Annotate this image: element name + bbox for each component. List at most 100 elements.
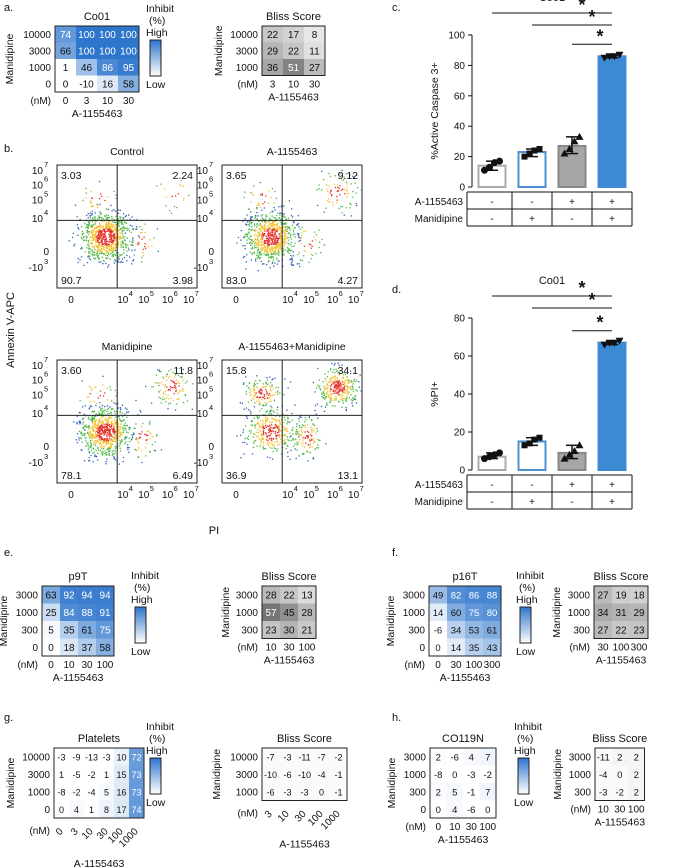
heatmap-frame <box>261 25 326 76</box>
flow-dot <box>89 446 92 449</box>
flow-dot <box>109 223 112 225</box>
flow-dot <box>256 382 258 385</box>
flow-dot <box>332 381 334 384</box>
flow-dot <box>267 202 270 204</box>
flow-dot <box>96 425 98 427</box>
flow-dot <box>82 423 84 425</box>
heatmap-cell <box>283 59 304 76</box>
flow-dot <box>111 440 113 443</box>
flow-dot <box>123 419 125 422</box>
flow-dot <box>117 425 120 428</box>
flow-dot <box>82 434 84 437</box>
flow-plot-frame <box>56 164 198 289</box>
flow-dot <box>280 423 282 425</box>
flow-dot <box>109 426 112 428</box>
flow-dot <box>262 234 264 236</box>
heatmap-cell <box>262 621 280 639</box>
flow-dot <box>76 423 78 425</box>
flow-dot <box>327 371 329 373</box>
flow-dot <box>284 442 286 445</box>
flow-dot <box>103 235 105 237</box>
flow-dot <box>112 247 115 250</box>
flow-dot <box>115 422 117 424</box>
flow-dot <box>93 443 95 445</box>
flow-dot <box>265 253 268 255</box>
flow-dot <box>335 395 337 397</box>
panel-label-c: c. <box>392 2 401 14</box>
flow-dot <box>89 407 91 409</box>
axis-tick-exp: 7 <box>209 355 213 364</box>
flow-dot <box>95 231 97 233</box>
flow-dot <box>280 241 282 244</box>
bar-chart-title: Co01 <box>539 275 565 287</box>
flow-dot <box>286 251 288 253</box>
data-point <box>600 341 609 349</box>
cell-value: 66 <box>60 46 72 57</box>
flow-dot <box>126 416 128 418</box>
flow-dot <box>316 447 318 449</box>
heatmap-cell <box>60 603 78 621</box>
flow-plot-frame <box>56 359 198 484</box>
flow-dot <box>246 239 248 241</box>
cell-value: 22 <box>288 46 300 57</box>
heatmap-cell <box>96 621 114 639</box>
flow-dot <box>151 443 154 446</box>
flow-dot <box>275 197 278 199</box>
heatmap-frame <box>428 585 502 657</box>
flow-dot <box>87 224 89 226</box>
flow-dot <box>135 438 137 441</box>
flow-dot <box>262 235 265 237</box>
flow-dot <box>332 204 334 206</box>
flow-dot <box>346 189 348 191</box>
flow-dot <box>135 437 138 439</box>
flow-dot <box>275 214 278 217</box>
flow-dot <box>99 237 102 239</box>
flow-dot <box>267 231 269 233</box>
flow-dot <box>261 247 263 249</box>
flow-dot <box>109 225 111 227</box>
flow-dot <box>284 442 286 444</box>
flow-dot <box>91 426 93 428</box>
flow-dot <box>88 248 90 250</box>
flow-dot <box>100 212 102 215</box>
cell-value: 28 <box>301 608 313 619</box>
flow-dot <box>321 396 323 398</box>
flow-dot <box>278 425 280 428</box>
flow-dot <box>240 457 242 459</box>
flow-dot <box>279 245 281 247</box>
flow-dot <box>266 397 268 399</box>
flow-dot <box>152 386 155 388</box>
flow-dot <box>282 228 284 231</box>
flow-dot <box>149 432 151 434</box>
legend-bar <box>517 757 530 795</box>
flow-dot <box>102 421 104 423</box>
flow-dot <box>254 395 256 397</box>
flow-dot <box>356 390 358 392</box>
cell-value: 28 <box>265 590 277 601</box>
flow-dot <box>121 253 123 256</box>
flow-dot <box>105 223 107 226</box>
flow-dot <box>320 405 323 407</box>
flow-dot <box>157 382 159 384</box>
flow-dot <box>258 232 260 234</box>
flow-dot <box>124 222 126 224</box>
flow-dot <box>117 229 119 232</box>
flow-dot <box>244 244 246 247</box>
flow-dot <box>329 379 332 382</box>
axis-tick-label: 10 <box>303 490 315 501</box>
flow-dot <box>323 394 325 396</box>
heatmap-cell <box>465 603 483 621</box>
flow-dot <box>244 441 246 444</box>
flow-dot <box>94 258 96 260</box>
flow-dot <box>83 413 85 416</box>
flow-dot <box>123 218 125 220</box>
flow-dot <box>277 212 279 215</box>
x-tick-label: 0 <box>48 660 54 671</box>
flow-dot <box>142 248 144 251</box>
heatmap-cell <box>313 783 330 801</box>
flow-dot <box>278 419 281 421</box>
flow-dot <box>103 434 105 436</box>
flow-dot <box>104 405 106 408</box>
flow-dot <box>313 441 316 443</box>
axis-tick-exp: 7 <box>195 289 199 298</box>
